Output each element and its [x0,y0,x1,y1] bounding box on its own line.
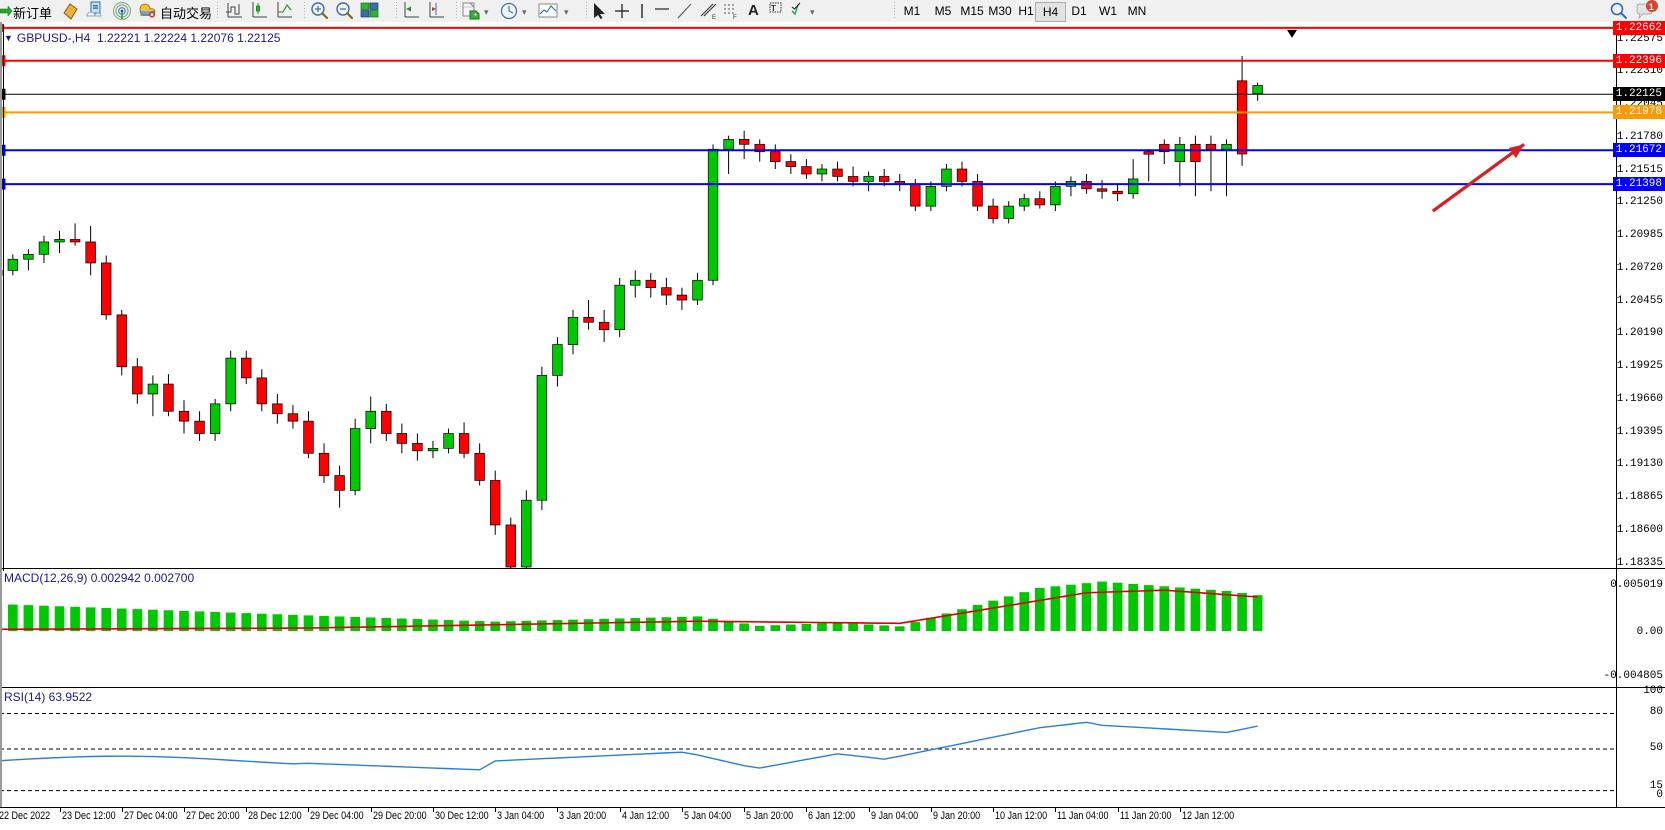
svg-text:F: F [733,15,737,20]
svg-text:1: 1 [1649,2,1654,12]
svg-text:E: E [712,15,716,20]
svg-text:T: T [771,4,776,13]
